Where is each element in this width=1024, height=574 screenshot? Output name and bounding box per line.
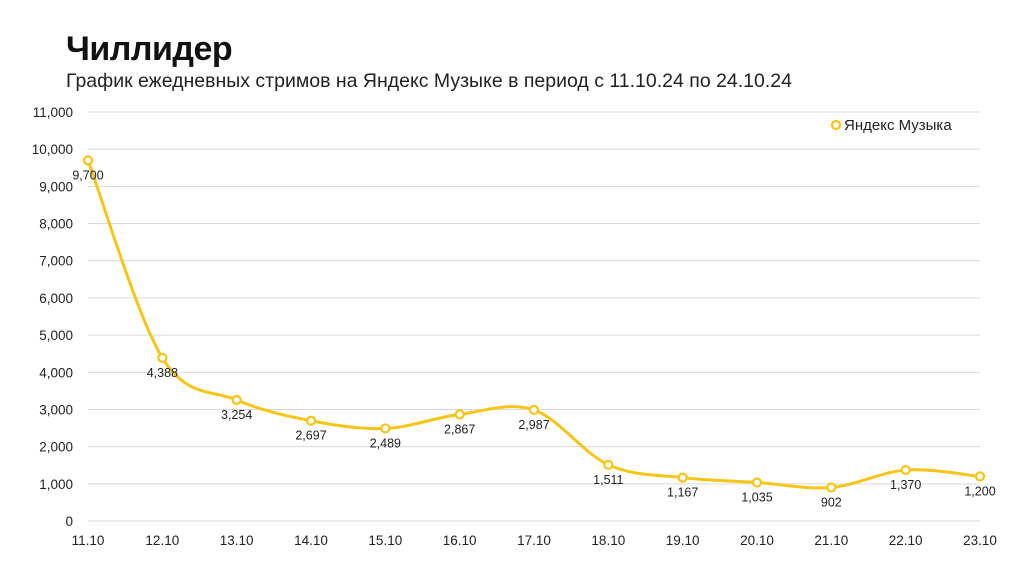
series-line <box>86 158 982 490</box>
x-tick-label: 13.10 <box>220 533 254 548</box>
y-tick-label: 7,000 <box>39 254 73 269</box>
y-tick-label: 2,000 <box>39 440 73 455</box>
data-point <box>231 394 242 406</box>
y-tick-label: 4,000 <box>39 365 73 380</box>
data-label: 9,700 <box>72 168 103 182</box>
y-tick-label: 0 <box>65 514 73 529</box>
y-tick-label: 6,000 <box>39 291 73 306</box>
data-label: 2,489 <box>370 436 401 450</box>
data-point <box>900 464 911 476</box>
data-label: 1,200 <box>964 484 995 498</box>
x-tick-label: 21.10 <box>814 533 848 548</box>
x-tick-label: 15.10 <box>368 533 402 548</box>
chart-subtitle: График ежедневных стримов на Яндекс Музы… <box>66 70 792 92</box>
x-tick-label: 23.10 <box>963 533 997 548</box>
data-label: 1,167 <box>667 486 698 500</box>
x-axis-ticks: 11.10 12.10 13.10 14.10 15.10 16.10 17.10 18.10… <box>72 533 997 548</box>
data-point <box>603 459 614 470</box>
data-labels: 9,700 4,388 3,254 2,697 2,489 2,867 2,987 1,511… <box>72 168 995 509</box>
x-tick-label: 16.10 <box>443 533 477 548</box>
y-tick-label: 3,000 <box>39 402 73 417</box>
y-tick-label: 11,000 <box>33 105 73 120</box>
legend-label: Яндекс Музыка <box>844 117 952 134</box>
chart-title: Чиллидер <box>66 30 233 68</box>
y-tick-label: 9,000 <box>39 179 73 194</box>
data-point <box>157 352 168 363</box>
series-layer <box>82 155 986 493</box>
x-tick-label: 20.10 <box>740 533 774 548</box>
data-point <box>380 423 391 434</box>
legend-marker <box>830 119 842 131</box>
data-point <box>677 472 688 483</box>
x-tick-label: 17.10 <box>517 533 551 548</box>
data-point <box>454 409 465 420</box>
y-axis-ticks: 0 1,000 2,000 3,000 4,000 5,000 6,000 7,000 8,00… <box>32 105 73 529</box>
data-label: 2,987 <box>518 418 549 432</box>
data-label: 902 <box>821 495 842 509</box>
y-tick-label: 10,000 <box>32 142 73 157</box>
data-label: 1,370 <box>890 478 921 492</box>
x-tick-label: 19.10 <box>666 533 700 548</box>
data-label: 4,388 <box>147 366 178 380</box>
data-label: 2,867 <box>444 422 475 436</box>
x-tick-label: 22.10 <box>889 533 923 548</box>
data-point <box>974 471 986 482</box>
x-tick-label: 12.10 <box>145 533 179 548</box>
legend: Яндекс Музыка <box>830 117 952 134</box>
x-tick-label: 14.10 <box>294 533 328 548</box>
y-tick-label: 5,000 <box>39 328 73 343</box>
data-label: 2,697 <box>295 429 326 443</box>
data-point <box>305 415 317 426</box>
data-point <box>528 404 540 416</box>
data-point <box>82 155 94 166</box>
data-point <box>826 482 837 493</box>
data-label: 1,511 <box>593 473 623 487</box>
data-point <box>751 477 763 488</box>
y-tick-label: 8,000 <box>39 217 73 232</box>
y-tick-label: 1,000 <box>39 477 73 492</box>
x-tick-label: 11.10 <box>72 533 105 548</box>
data-label: 1,035 <box>741 491 772 505</box>
gridlines <box>88 111 980 522</box>
data-label: 3,254 <box>221 408 252 422</box>
x-tick-label: 18.10 <box>591 533 625 548</box>
